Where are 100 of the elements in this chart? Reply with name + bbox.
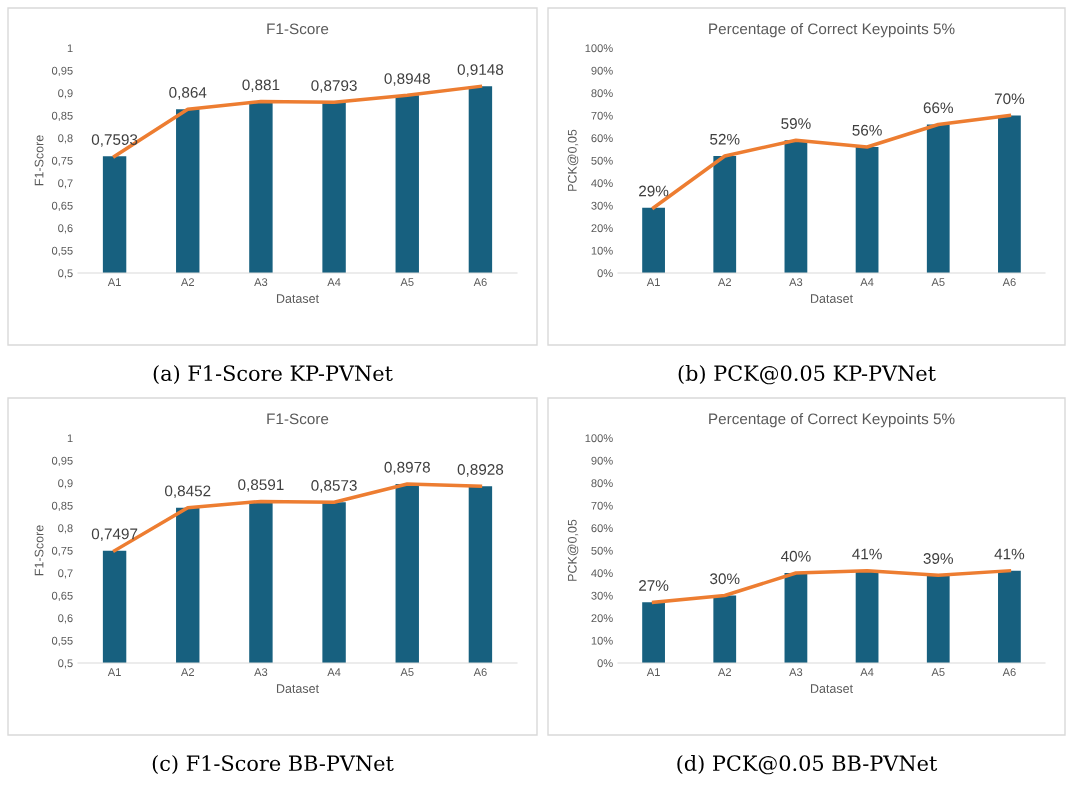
- text: (a) F1-Score KP-PVNet: [153, 364, 393, 384]
- chart-title: Percentage of Correct Keypoints 5%: [709, 23, 955, 38]
- bar: [642, 602, 665, 663]
- y-tick-label: 80%: [591, 479, 613, 488]
- data-label: 0,7497: [91, 528, 138, 542]
- data-label: 0,8928: [457, 464, 504, 477]
- bar: [855, 147, 879, 273]
- data-label: 30%: [710, 573, 740, 585]
- x-tick-label: A2: [717, 668, 731, 676]
- y-tick-label: 0,65: [51, 591, 73, 601]
- y-tick-label: 40%: [591, 569, 613, 578]
- data-label: 0,8793: [311, 80, 357, 93]
- x-tick-label: A1: [646, 668, 660, 676]
- y-tick-label: 0,9: [58, 479, 73, 489]
- y-tick-label: 0,55: [51, 636, 73, 646]
- bar: [998, 115, 1021, 273]
- x-tick-label: A3: [789, 278, 803, 287]
- y-tick-label: 0,85: [51, 501, 73, 511]
- data-label: 0,8573: [311, 480, 357, 493]
- bar: [926, 575, 950, 663]
- y-tick-label: 0,65: [51, 201, 73, 211]
- x-tick-label: A2: [180, 668, 194, 676]
- data-label: 0,864: [169, 87, 207, 100]
- chart-title: F1-Score: [267, 413, 329, 425]
- y-tick-label: 90%: [591, 66, 613, 75]
- x-tick-label: A5: [931, 668, 945, 677]
- x-axis-title: Dataset: [276, 684, 319, 693]
- data-label: 70%: [994, 93, 1025, 105]
- data-label: 41%: [994, 548, 1025, 560]
- y-tick-label: 100%: [585, 44, 613, 53]
- data-label: 0,8591: [238, 479, 284, 492]
- bar: [642, 207, 665, 273]
- y-tick-label: 70%: [591, 111, 613, 120]
- y-tick-label: 1: [67, 44, 73, 53]
- y-tick-label: 20%: [591, 614, 613, 623]
- data-label: 66%: [923, 102, 953, 114]
- data-label: 52%: [710, 133, 740, 145]
- y-tick-label: 10%: [591, 636, 613, 645]
- data-label: 0,7593: [91, 134, 138, 147]
- x-tick-label: A4: [327, 668, 341, 676]
- data-label: 41%: [852, 548, 882, 560]
- y-axis-title: F1-Score: [34, 135, 44, 186]
- y-tick-label: 80%: [591, 89, 613, 98]
- chart-title: F1-Score: [267, 23, 329, 35]
- y-tick-label: 10%: [591, 246, 613, 255]
- x-tick-label: A4: [327, 278, 341, 286]
- x-tick-label: A6: [1002, 278, 1016, 287]
- x-tick-label: A5: [400, 278, 414, 287]
- y-tick-label: 0,6: [58, 614, 73, 624]
- y-tick-label: 30%: [591, 201, 613, 210]
- y-axis-title: PCK@0,05: [567, 519, 579, 581]
- y-tick-label: 0,95: [51, 456, 73, 466]
- data-label: 56%: [852, 124, 882, 136]
- y-tick-label: 60%: [591, 134, 613, 143]
- x-tick-label: A2: [180, 278, 194, 286]
- y-tick-label: 60%: [591, 524, 613, 533]
- bar: [784, 573, 808, 663]
- x-tick-label: A3: [789, 668, 803, 677]
- data-label: 59%: [781, 118, 811, 129]
- data-label: 0,8452: [164, 485, 211, 499]
- bar: [855, 570, 879, 663]
- y-tick-label: 40%: [591, 179, 613, 188]
- text: (d) PCK@0.05 BB-PVNet: [677, 754, 938, 775]
- y-tick-label: 0,85: [51, 111, 73, 121]
- y-tick-label: 90%: [591, 456, 613, 465]
- data-label: 0,8948: [384, 73, 430, 86]
- x-tick-label: A2: [717, 278, 731, 286]
- y-tick-label: 0,95: [51, 66, 73, 76]
- y-tick-label: 0,75: [51, 546, 73, 556]
- y-tick-label: 100%: [585, 434, 613, 443]
- y-tick-label: 0,7: [58, 569, 73, 579]
- y-tick-label: 0,5: [58, 659, 73, 669]
- x-tick-label: A6: [473, 668, 487, 677]
- chart-title: Percentage of Correct Keypoints 5%: [709, 413, 955, 428]
- x-tick-label: A1: [107, 278, 121, 286]
- x-axis-title: Dataset: [810, 684, 853, 693]
- bar: [998, 570, 1021, 663]
- y-tick-label: 70%: [591, 501, 613, 510]
- y-tick-label: 0,75: [51, 156, 73, 166]
- y-tick-label: 20%: [591, 224, 613, 233]
- data-label: 27%: [639, 580, 669, 591]
- bar: [713, 595, 737, 663]
- data-label: 39%: [923, 553, 953, 564]
- y-tick-label: 30%: [591, 591, 613, 600]
- data-label: 0,881: [242, 79, 280, 92]
- y-tick-label: 0%: [597, 269, 613, 278]
- y-tick-label: 0,55: [51, 246, 73, 256]
- x-axis-title: Dataset: [810, 294, 853, 303]
- y-tick-label: 0,6: [58, 224, 73, 234]
- x-tick-label: A3: [254, 668, 268, 677]
- x-tick-label: A5: [931, 278, 945, 287]
- data-label: 40%: [780, 550, 811, 562]
- y-tick-label: 1: [67, 434, 73, 443]
- x-tick-label: A5: [400, 668, 414, 677]
- y-tick-label: 0%: [597, 659, 613, 668]
- y-tick-label: 0,5: [58, 269, 73, 279]
- text: (c) F1-Score BB-PVNet: [152, 754, 394, 774]
- bar: [784, 140, 808, 273]
- x-tick-label: A6: [473, 278, 487, 287]
- x-tick-label: A6: [1002, 668, 1016, 677]
